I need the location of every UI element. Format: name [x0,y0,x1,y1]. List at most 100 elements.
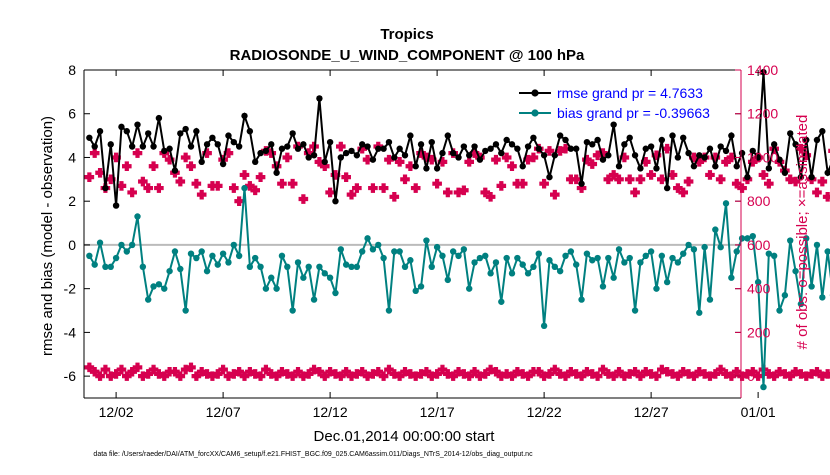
rmse-point [610,121,616,127]
bias-point [247,264,253,270]
bias-point [439,253,445,259]
rmse-point [429,139,435,145]
bias-point [252,255,258,261]
rmse-point [685,150,691,156]
rmse-point [92,143,98,149]
bias-point [471,259,477,265]
bias-point [423,237,429,243]
bias-point [279,253,285,259]
rmse-point [177,130,183,136]
bias-point [225,259,231,265]
obs-assimilated-point [823,192,830,201]
bias-point [322,270,328,276]
y2-tick-label: 1000 [747,149,778,165]
y2-tick-label: 200 [747,324,771,340]
bias-point [215,261,221,267]
bias-point [364,235,370,241]
bias-point [289,307,295,313]
bias-point [637,259,643,265]
rmse-point [632,152,638,158]
bias-point [514,255,520,261]
rmse-point [118,124,124,130]
rmse-point [370,156,376,162]
rmse-point [273,170,279,176]
rmse-point [728,132,734,138]
rmse-point [819,128,825,134]
y2-tick-label: 600 [747,237,771,253]
rmse-point [461,143,467,149]
bias-point [487,270,493,276]
rmse-point [744,174,750,180]
bias-point [594,255,600,261]
rmse-point [669,132,675,138]
bias-point [327,275,333,281]
rmse-point [600,156,606,162]
bias-point [386,307,392,313]
rmse-point [530,135,536,141]
rmse-point [124,128,130,134]
bias-point [182,307,188,313]
rmse-point [648,143,654,149]
rmse-point [659,137,665,143]
y-tick-label: 6 [68,106,76,122]
bias-point [231,242,237,248]
rmse-point [199,159,205,165]
bias-point [284,264,290,270]
rmse-point [814,137,820,143]
bias-point [434,244,440,250]
rmse-point [493,141,499,147]
bias-point [782,292,788,298]
rmse-point [220,161,226,167]
rmse-point [680,135,686,141]
rmse-point [386,139,392,145]
rmse-point [391,154,397,160]
rmse-point [552,152,558,158]
bias-point [338,246,344,252]
bias-point [552,264,558,270]
rmse-point [166,146,172,152]
bias-point [161,285,167,291]
bias-point [771,253,777,259]
bias-point [268,275,274,281]
rmse-point [231,139,237,145]
rmse-point [675,154,681,160]
rmse-point [771,141,777,147]
bias-point [204,268,210,274]
rmse-point [295,146,301,152]
rmse-point [487,146,493,152]
x-tick-label: 12/27 [634,404,669,420]
rmse-point [418,141,424,147]
rmse-point [188,143,194,149]
rmse-point [514,146,520,152]
bias-point [418,283,424,289]
y-tick-label: -4 [64,324,77,340]
bias-point [97,240,103,246]
rmse-point [525,143,531,149]
rmse-point [102,185,108,191]
rmse-point [209,135,215,141]
rmse-point [520,163,526,169]
bias-point [113,255,119,261]
rmse-point [322,159,328,165]
y-tick-label: -6 [64,368,77,384]
rmse-point [637,165,643,171]
rmse-point [616,163,622,169]
bias-point [177,266,183,272]
chart-title: Tropics [380,26,433,43]
rmse-point [509,141,515,147]
bias-point [316,264,322,270]
bias-point [86,253,92,259]
rmse-point [413,163,419,169]
bias-point [493,259,499,265]
x-tick-label: 12/17 [420,404,455,420]
rmse-point [589,141,595,147]
bias-point [659,253,665,259]
bias-point [118,242,124,248]
bias-point [760,384,766,390]
bias-point [819,294,825,300]
bias-point [332,290,338,296]
rmse-point [364,143,370,149]
rmse-point [150,143,156,149]
rmse-point [241,113,247,119]
legend-marker [531,109,538,116]
